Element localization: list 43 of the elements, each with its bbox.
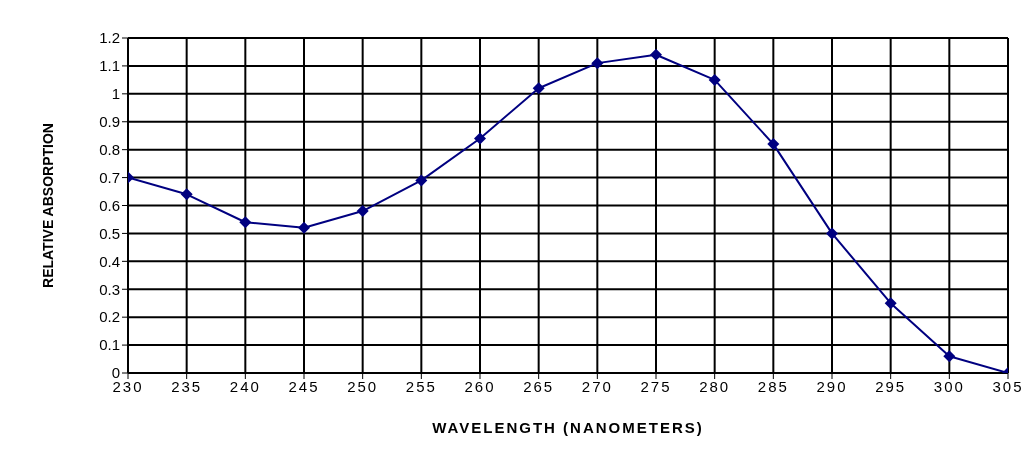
point	[239, 216, 252, 229]
y-tick-label: 0.7	[99, 168, 120, 186]
x-tick-label: 295	[875, 377, 907, 395]
point	[532, 82, 545, 95]
point	[474, 132, 486, 145]
point	[356, 205, 369, 218]
point	[884, 297, 897, 310]
y-tick-label: 0.9	[99, 113, 120, 131]
x-tick-label: 275	[640, 377, 672, 395]
x-tick-label: 250	[347, 377, 379, 395]
x-tick-label: 265	[523, 377, 555, 395]
point	[650, 48, 662, 61]
x-tick-label: 280	[699, 377, 731, 395]
y-tick-label: 1	[111, 85, 120, 103]
x-tick-label: 235	[171, 377, 203, 395]
y-tick-label: 1.1	[99, 57, 120, 75]
y-tick-label: 1.2	[99, 29, 120, 47]
x-tick-label: 255	[405, 377, 437, 395]
point	[708, 73, 721, 86]
y-tick-label: 0.4	[99, 252, 120, 270]
y-tick-label: 0.5	[99, 224, 120, 242]
x-tick-label: 290	[816, 377, 848, 395]
x-tick-label: 270	[581, 377, 613, 395]
x-tick-label: 300	[933, 377, 965, 395]
x-tick-label: 245	[288, 377, 320, 395]
point	[943, 350, 956, 363]
point	[826, 227, 838, 240]
x-tick-label: 305	[992, 377, 1024, 395]
y-tick-label: 0.6	[99, 196, 120, 214]
point	[298, 221, 310, 234]
point	[767, 138, 780, 151]
y-tick-label: 0.3	[99, 280, 120, 298]
y-tick-label: 0.1	[99, 336, 120, 354]
y-tick-label: 0.2	[99, 308, 120, 326]
x-tick-label: 285	[757, 377, 789, 395]
y-axis-title: RELATIVE ABSORPTION	[39, 123, 56, 288]
y-tick-label: 0.8	[99, 140, 120, 158]
point	[415, 174, 428, 187]
point	[591, 57, 604, 70]
x-tick-label: 260	[464, 377, 496, 395]
x-tick-label: 240	[229, 377, 261, 395]
x-axis-title: WAVELENGTH (NANOMETERS)	[432, 419, 704, 436]
point	[180, 188, 193, 201]
